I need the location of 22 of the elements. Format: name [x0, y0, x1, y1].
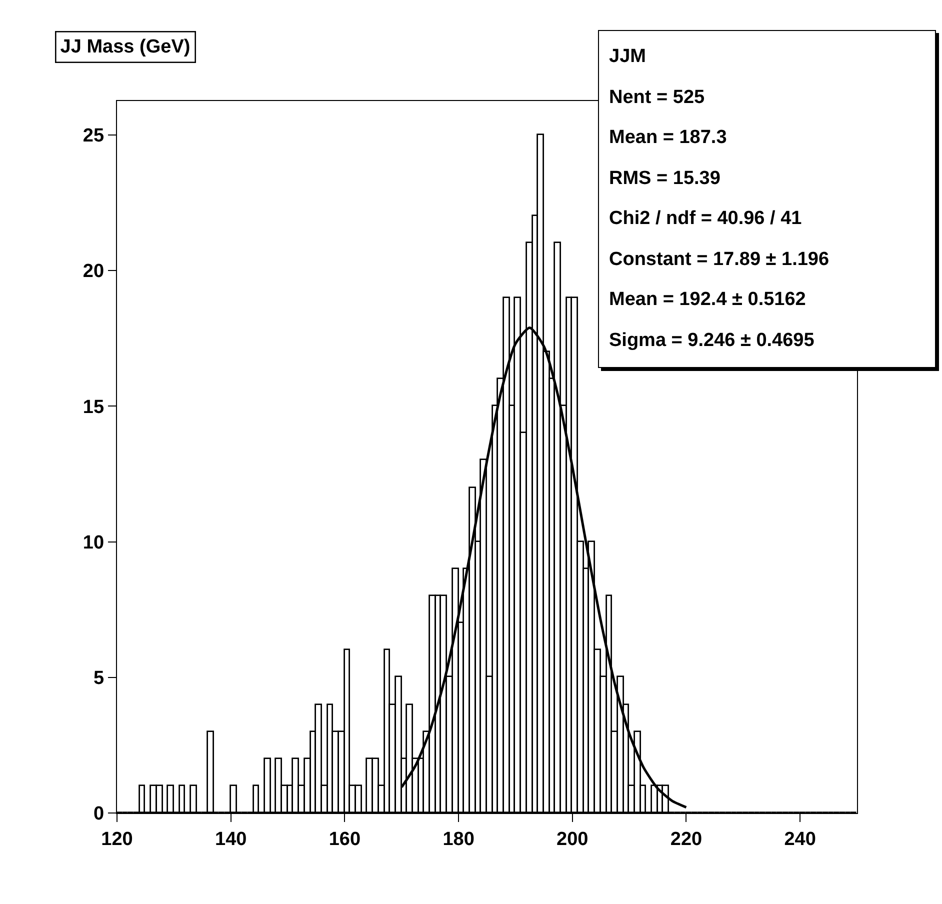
x-tick-label: 160: [328, 828, 361, 850]
annotation: Constant = 17.89 ± 1.196: [609, 248, 830, 272]
chart-title: JJ Mass (GeV): [60, 36, 190, 58]
x-tick-label: 120: [101, 828, 133, 850]
x-tick-label: 240: [784, 828, 816, 850]
x-tick-label: 200: [556, 828, 588, 850]
y-tick-label: 20: [82, 261, 104, 282]
x-tick-label: 220: [670, 828, 702, 850]
annotation: Nent = 525: [609, 86, 706, 110]
y-tick-label: 15: [82, 396, 104, 418]
y-tick-label: 10: [82, 532, 104, 554]
annotation: Mean = 187.3: [609, 126, 728, 150]
annotation: Chi2 / ndf = 40.96 / 41: [609, 207, 803, 231]
x-tick-label: 140: [215, 828, 247, 850]
annotation: RMS = 15.39: [609, 166, 722, 190]
text: JJM: [609, 46, 646, 67]
y-tick-label: 25: [82, 126, 104, 147]
annotation: Sigma = 9.246 ± 0.4695: [609, 328, 816, 352]
y-tick-label: 0: [93, 804, 104, 825]
x-tick-label: 180: [442, 828, 474, 850]
annotation: Mean = 192.4 ± 0.5162: [609, 288, 807, 312]
y-tick-label: 5: [93, 668, 104, 690]
